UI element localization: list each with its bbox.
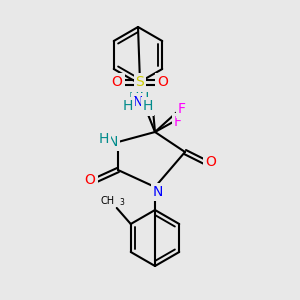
Text: H: H (123, 99, 133, 113)
Text: H: H (143, 99, 153, 113)
Text: N: N (153, 185, 163, 199)
Text: S: S (136, 75, 144, 89)
Text: F: F (144, 100, 152, 114)
Text: O: O (206, 155, 216, 169)
Text: CH: CH (100, 196, 115, 206)
Text: H: H (99, 132, 109, 146)
Text: N: N (139, 91, 149, 105)
Text: N: N (108, 135, 118, 149)
Text: F: F (178, 102, 186, 116)
Text: H: H (129, 91, 139, 105)
Text: O: O (112, 75, 122, 89)
Text: F: F (174, 115, 182, 129)
Text: 3: 3 (120, 198, 124, 207)
Text: N: N (133, 95, 143, 109)
Text: O: O (85, 173, 95, 187)
Text: O: O (158, 75, 168, 89)
